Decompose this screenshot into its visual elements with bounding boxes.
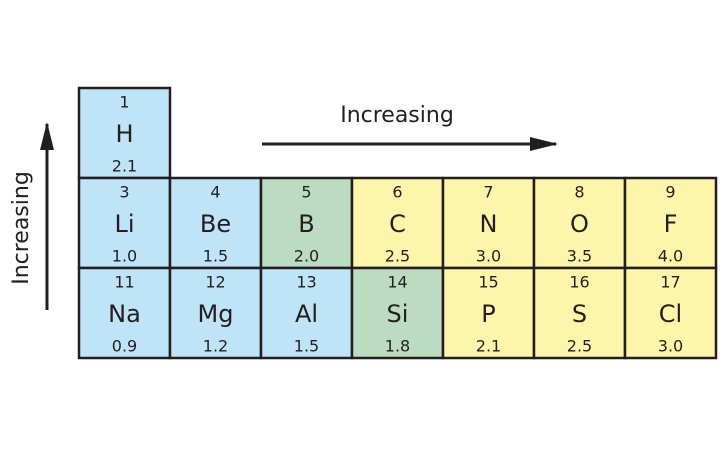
atomic-number: 9 [665,183,675,202]
electronegativity: 0.9 [112,337,137,356]
cell-box [168,266,263,360]
element-cell: 9 F 4.0 [623,176,718,270]
element-cell: 12 Mg 1.2 [168,266,263,360]
atomic-number: 14 [387,273,407,292]
cell-box [532,266,627,360]
element-cell: 3 Li 1.0 [77,176,172,270]
atomic-number: 6 [392,183,402,202]
electronegativity: 3.5 [567,247,592,266]
element-symbol: Na [108,300,141,328]
element-symbol: F [664,210,678,238]
element-symbol: O [570,210,589,238]
atomic-number: 16 [569,273,589,292]
element-symbol: Li [114,210,134,238]
atomic-number: 3 [119,183,129,202]
element-symbol: Al [295,300,318,328]
element-cell: 13 Al 1.5 [259,266,354,360]
horizontal-label: Increasing [340,103,454,128]
electronegativity: 4.0 [658,247,683,266]
element-cell: 15 P 2.1 [441,266,536,360]
cell-box [441,176,536,270]
element-cell: 1 H 2.1 [77,86,172,180]
cell-box [168,176,263,270]
element-cell: 6 C 2.5 [350,176,445,270]
element-symbol: B [298,210,314,238]
electronegativity: 2.1 [112,157,137,176]
electronegativity: 1.5 [294,337,319,356]
atomic-number: 8 [574,183,584,202]
cell-box [259,176,354,270]
element-cell: 11 Na 0.9 [77,266,172,360]
element-symbol: S [572,300,587,328]
electronegativity: 2.5 [385,247,410,266]
element-symbol: Mg [198,300,234,328]
element-cell: 14 Si 1.8 [350,266,445,360]
cell-box [532,176,627,270]
cell-box [259,266,354,360]
element-symbol: Be [200,210,231,238]
atomic-number: 4 [210,183,220,202]
atomic-number: 11 [114,273,134,292]
electronegativity: 2.5 [567,337,592,356]
element-symbol: Cl [659,300,682,328]
vertical-label: Increasing [9,171,34,285]
atomic-number: 7 [483,183,493,202]
electronegativity: 3.0 [658,337,683,356]
element-cell: 5 B 2.0 [259,176,354,270]
element-cell: 8 O 3.5 [532,176,627,270]
element-cell: 7 N 3.0 [441,176,536,270]
element-cell: 16 S 2.5 [532,266,627,360]
element-cell: 4 Be 1.5 [168,176,263,270]
element-symbol: C [389,210,406,238]
cell-box [77,86,172,180]
atomic-number: 12 [205,273,225,292]
element-symbol: Si [387,300,409,328]
cell-box [623,266,718,360]
electronegativity: 1.8 [385,337,410,356]
electronegativity: 1.0 [112,247,137,266]
element-symbol: H [115,120,133,148]
atomic-number: 15 [478,273,498,292]
electronegativity: 1.2 [203,337,228,356]
electronegativity: 2.1 [476,337,501,356]
cell-box [350,266,445,360]
element-symbol: P [481,300,495,328]
table: 1 H 2.1 3 Li 1.0 4 Be 1.5 5 B 2.0 6 C 2.5 7 N 3.0 8 O 3.5 9 F 4… [77,86,718,360]
element-cell: 17 Cl 3.0 [623,266,718,360]
cell-box [77,266,172,360]
atomic-number: 5 [301,183,311,202]
atomic-number: 1 [119,93,129,112]
electronegativity: 2.0 [294,247,319,266]
electronegativity: 1.5 [203,247,228,266]
atomic-number: 17 [660,273,680,292]
electronegativity: 3.0 [476,247,501,266]
element-symbol: N [480,210,498,238]
atomic-number: 13 [296,273,316,292]
